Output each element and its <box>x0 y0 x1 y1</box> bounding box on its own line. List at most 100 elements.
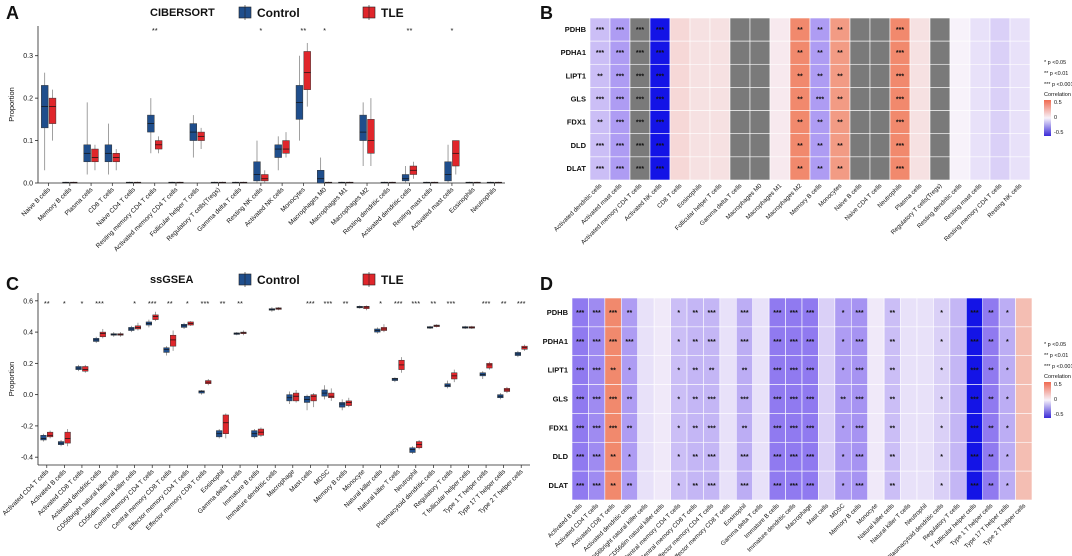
row-label: LIPT1 <box>566 71 586 80</box>
cell-significance: *** <box>855 310 863 317</box>
heatmap-cell <box>818 297 836 328</box>
heatmap-cell <box>1009 87 1031 111</box>
legend-label: Control <box>257 273 300 287</box>
cell-significance: * <box>940 454 943 461</box>
cell-significance: *** <box>970 397 978 404</box>
cell-significance: *** <box>576 397 584 404</box>
cell-significance: * <box>940 397 943 404</box>
cell-significance: *** <box>708 310 716 317</box>
cell-significance: * <box>842 425 845 432</box>
heatmap-cell <box>669 17 691 42</box>
heatmap-cell <box>749 110 771 135</box>
heatmap-cell <box>929 17 951 42</box>
cell-significance: * <box>677 368 680 375</box>
heatmap-cell <box>869 133 891 158</box>
cell-significance: *** <box>636 97 644 104</box>
cell-significance: ** <box>742 368 748 375</box>
row-label: LIPT1 <box>548 366 568 375</box>
significance-mark: ** <box>343 299 349 308</box>
cell-significance: *** <box>596 50 604 57</box>
cell-significance: *** <box>616 143 624 150</box>
colorbar-tick: -0.5 <box>1054 130 1063 136</box>
cell-significance: *** <box>616 166 624 173</box>
heatmap-cell <box>916 413 934 443</box>
box-tle <box>82 366 89 372</box>
heatmap-cell <box>749 40 771 65</box>
cell-significance: *** <box>896 143 904 150</box>
box-tle <box>47 431 54 438</box>
box-control <box>253 161 261 182</box>
significance-mark: ** <box>237 299 243 308</box>
row-label: PDHA1 <box>543 337 568 346</box>
box-tle <box>303 51 311 90</box>
heatmap-cell <box>749 17 771 42</box>
heatmap-cell <box>1015 413 1033 443</box>
cell-significance: ** <box>817 50 823 57</box>
cell-significance: *** <box>970 483 978 490</box>
significance-mark: ** <box>44 299 50 308</box>
cell-significance: * <box>1006 483 1009 490</box>
heatmap-cell <box>867 470 885 501</box>
heatmap-cell <box>729 110 751 135</box>
row-label: DLAT <box>549 481 569 490</box>
heatmap-cell <box>669 40 691 65</box>
cell-significance: ** <box>692 310 698 317</box>
heatmap-cell <box>769 156 791 181</box>
heatmap-cell <box>867 297 885 328</box>
heatmap-cell <box>849 40 871 65</box>
heatmap-cell <box>653 413 671 443</box>
cell-significance: *** <box>773 368 781 375</box>
heatmap-cell <box>752 297 770 328</box>
heatmap-cell <box>949 40 971 65</box>
cell-significance: *** <box>576 425 584 432</box>
cell-significance: *** <box>790 454 798 461</box>
cell-significance: ** <box>817 143 823 150</box>
heatmap-cell <box>929 133 951 158</box>
cell-significance: *** <box>970 368 978 375</box>
cell-significance: ** <box>709 368 715 375</box>
heatmap-cell <box>669 156 691 181</box>
cell-significance: *** <box>593 483 601 490</box>
cell-significance: ** <box>890 339 896 346</box>
cell-significance: ** <box>597 120 603 127</box>
significance-mark: ** <box>152 26 158 35</box>
box-tle <box>345 400 352 406</box>
significance-mark: *** <box>201 299 210 308</box>
significance-mark: * <box>133 299 136 308</box>
heatmap-cell <box>929 40 951 65</box>
y-tick-label: 0.1 <box>23 138 33 145</box>
cell-significance: ** <box>692 425 698 432</box>
cell-significance: * <box>940 339 943 346</box>
heatmap-cell <box>916 297 934 328</box>
colorbar-tick: 0 <box>1054 397 1057 403</box>
box-control <box>339 402 346 408</box>
cell-significance: ** <box>988 310 994 317</box>
heatmap-cell <box>637 441 655 472</box>
significance-mark: *** <box>306 299 315 308</box>
heatmap-cell <box>929 110 951 135</box>
heatmap-cell <box>669 133 691 158</box>
cell-significance: ** <box>890 368 896 375</box>
row-label: FDX1 <box>549 423 568 432</box>
cell-significance: *** <box>636 27 644 34</box>
cell-significance: *** <box>609 425 617 432</box>
cell-significance: *** <box>790 425 798 432</box>
cell-significance: *** <box>740 454 748 461</box>
heatmap-cell <box>749 63 771 88</box>
heatmap-cell <box>900 355 918 385</box>
cell-significance: ** <box>817 120 823 127</box>
heatmap-cell <box>719 470 737 501</box>
cell-significance: ** <box>988 483 994 490</box>
cell-significance: * <box>677 454 680 461</box>
cell-significance: *** <box>625 339 633 346</box>
cell-significance: *** <box>970 454 978 461</box>
cell-significance: ** <box>610 368 616 375</box>
heatmap-cell <box>989 63 1011 88</box>
cell-significance: ** <box>837 97 843 104</box>
heatmap-cell <box>637 413 655 443</box>
heatmap-cell <box>900 384 918 414</box>
cell-significance: *** <box>806 454 814 461</box>
cell-significance: ** <box>627 397 633 404</box>
box-tle <box>170 334 177 347</box>
heatmap-cell <box>653 326 671 357</box>
